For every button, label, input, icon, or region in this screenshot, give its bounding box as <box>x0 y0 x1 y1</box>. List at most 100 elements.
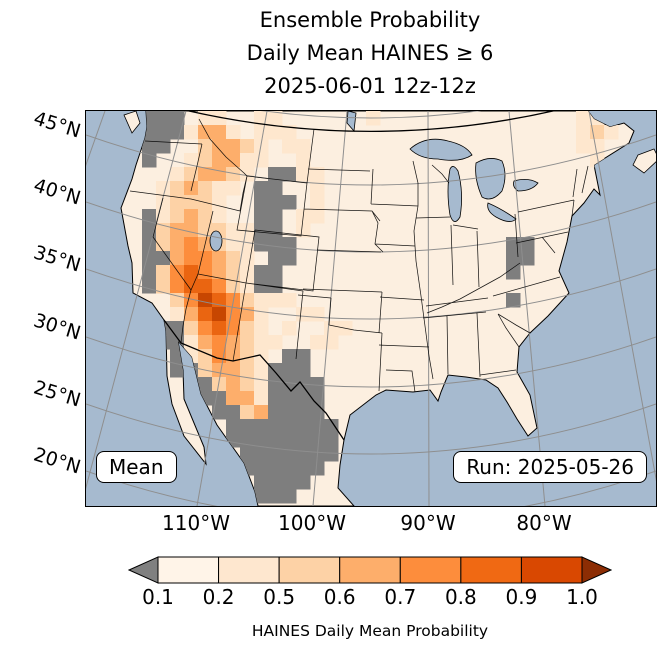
probability-cell <box>240 139 255 154</box>
probability-cell <box>296 153 311 168</box>
masked-cell <box>142 209 157 224</box>
lat-tick-label: 45°N <box>30 107 84 143</box>
masked-cell <box>156 139 171 154</box>
masked-cell <box>282 349 297 364</box>
masked-cell <box>282 377 297 392</box>
probability-cell <box>590 139 605 154</box>
probability-cell <box>212 363 227 378</box>
colorbar-tick-label: 1.0 <box>566 585 598 609</box>
masked-cell <box>296 419 311 434</box>
probability-cell <box>184 321 199 336</box>
great-salt-lake <box>209 230 223 252</box>
probability-cell <box>156 237 171 252</box>
probability-cell <box>282 321 297 336</box>
probability-cell <box>226 223 241 238</box>
lon-tick-label: 80°W <box>516 511 572 535</box>
lat-tick-label: 25°N <box>30 376 84 412</box>
us-canada-border <box>186 111 556 132</box>
probability-cell <box>268 293 283 308</box>
probability-cell <box>226 279 241 294</box>
probability-cell <box>240 153 255 168</box>
probability-cell <box>226 335 241 350</box>
nova-scotia <box>632 148 656 174</box>
probability-cell <box>310 167 325 182</box>
masked-cell <box>282 461 297 476</box>
masked-cell <box>282 195 297 210</box>
probability-cell <box>268 111 283 126</box>
masked-cell <box>142 153 157 168</box>
probability-cell <box>212 335 227 350</box>
masked-cell <box>282 167 297 182</box>
probability-cell <box>170 251 185 266</box>
masked-cell <box>506 251 521 266</box>
probability-field <box>128 111 619 504</box>
masked-cell <box>198 377 213 392</box>
colorbar-segment <box>339 556 401 584</box>
masked-cell <box>170 111 185 126</box>
masked-cell <box>296 391 311 406</box>
probability-cell <box>198 125 213 140</box>
masked-cell <box>212 391 227 406</box>
mean-label: Mean <box>109 455 164 479</box>
country-borders <box>163 111 556 441</box>
us-mexico-border <box>163 319 345 441</box>
masked-cell <box>268 363 283 378</box>
probability-cell <box>240 391 255 406</box>
masked-cell <box>324 447 339 462</box>
colorbar-tick-label: 0.7 <box>384 585 417 609</box>
lon-tick-label: 100°W <box>278 511 346 535</box>
masked-cell <box>282 489 297 504</box>
masked-cell <box>282 405 297 420</box>
probability-cell <box>240 377 255 392</box>
probability-cell <box>240 321 255 336</box>
probability-cell <box>268 335 283 350</box>
masked-cell <box>282 419 297 434</box>
lake-huron <box>475 158 506 200</box>
probability-cell <box>212 139 227 154</box>
graticule <box>86 111 656 506</box>
figure-title: Ensemble Probability Daily Mean HAINES ≥… <box>85 4 655 103</box>
masked-cell <box>142 265 157 280</box>
probability-cell <box>198 181 213 196</box>
probability-cell <box>198 265 213 280</box>
probability-cell <box>212 153 227 168</box>
probability-cell <box>198 293 213 308</box>
probability-cell <box>254 125 269 140</box>
title-line-2: Daily Mean HAINES ≥ 6 <box>246 41 494 65</box>
probability-cell <box>184 195 199 210</box>
probability-cell <box>226 391 241 406</box>
probability-cell <box>198 335 213 350</box>
probability-cell <box>576 139 591 154</box>
probability-cell <box>226 307 241 322</box>
probability-cell <box>240 405 255 420</box>
colorbar <box>128 556 612 584</box>
probability-cell <box>212 321 227 336</box>
masked-cell <box>254 489 269 504</box>
lake-erie <box>487 202 517 222</box>
probability-cell <box>310 335 325 350</box>
masked-cell <box>156 111 171 126</box>
masked-cell <box>282 433 297 448</box>
masked-cell <box>142 237 157 252</box>
masked-cell <box>268 223 283 238</box>
title-line-3: 2025-06-01 12z-12z <box>264 74 476 98</box>
masked-cell <box>324 433 339 448</box>
colorbar-segment <box>278 556 341 584</box>
masked-cell <box>282 391 297 406</box>
masked-cell <box>268 181 283 196</box>
masked-cell <box>226 419 241 434</box>
masked-cell <box>254 181 269 196</box>
masked-cell <box>310 461 325 476</box>
colorbar-segment <box>218 556 280 584</box>
probability-cell <box>198 321 213 336</box>
masked-cell <box>254 433 269 448</box>
map-canvas <box>86 111 656 506</box>
masked-cell <box>268 489 283 504</box>
masked-cell <box>268 391 283 406</box>
probability-cell <box>198 307 213 322</box>
probability-cell <box>170 279 185 294</box>
probability-cell <box>296 139 311 154</box>
masked-cell <box>282 251 297 266</box>
probability-cell <box>184 181 199 196</box>
masked-cell <box>506 265 521 280</box>
